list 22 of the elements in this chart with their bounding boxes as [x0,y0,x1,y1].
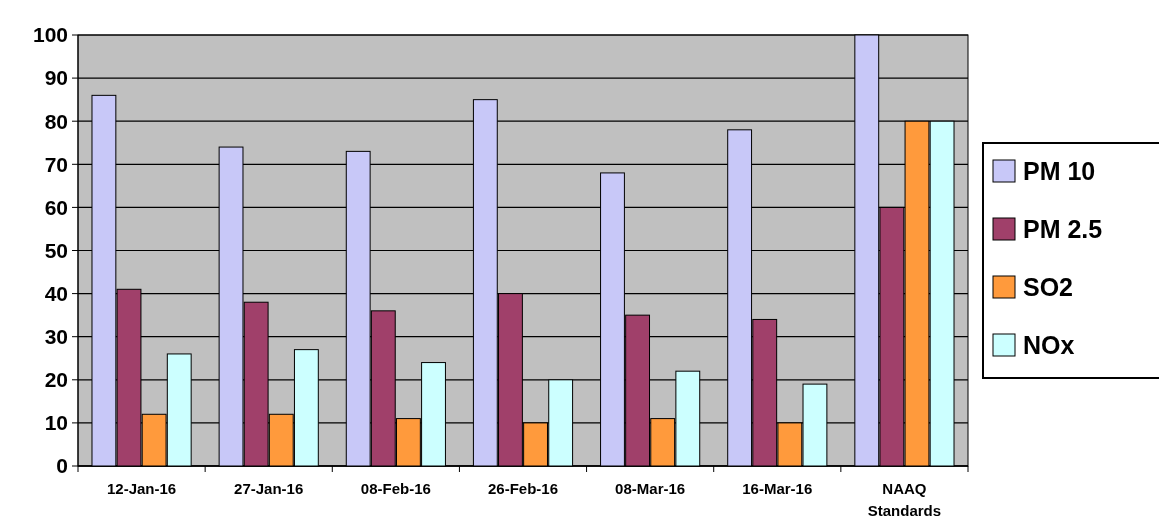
x-tick-label: 08-Mar-16 [615,480,686,497]
legend-label: PM 10 [1023,156,1096,185]
legend-label: NOx [1023,330,1075,359]
x-tick-label: 08-Feb-16 [360,480,431,497]
y-tick-label: 30 [44,325,68,349]
y-tick-label: 40 [44,281,68,305]
y-tick-label: 70 [44,152,68,176]
legend-label: PM 2.5 [1023,214,1103,243]
y-tick-label: 0 [56,454,68,478]
legend-label: SO2 [1023,272,1074,301]
y-tick-label: 60 [44,195,68,219]
y-tick-label: 100 [32,23,68,47]
y-tick-label: 90 [44,66,68,90]
x-tick-label: 26-Feb-16 [487,480,559,497]
y-tick-label: 80 [44,109,68,133]
x-tick-label: NAAQ Standards [867,480,942,519]
y-tick-label: 10 [44,411,68,435]
y-tick-label: 20 [44,368,68,392]
x-tick-label: 16-Mar-16 [742,480,813,497]
x-tick-label: 27-Jan-16 [234,480,304,497]
x-tick-label: 12-Jan-16 [106,480,177,497]
y-tick-label: 50 [44,238,68,262]
